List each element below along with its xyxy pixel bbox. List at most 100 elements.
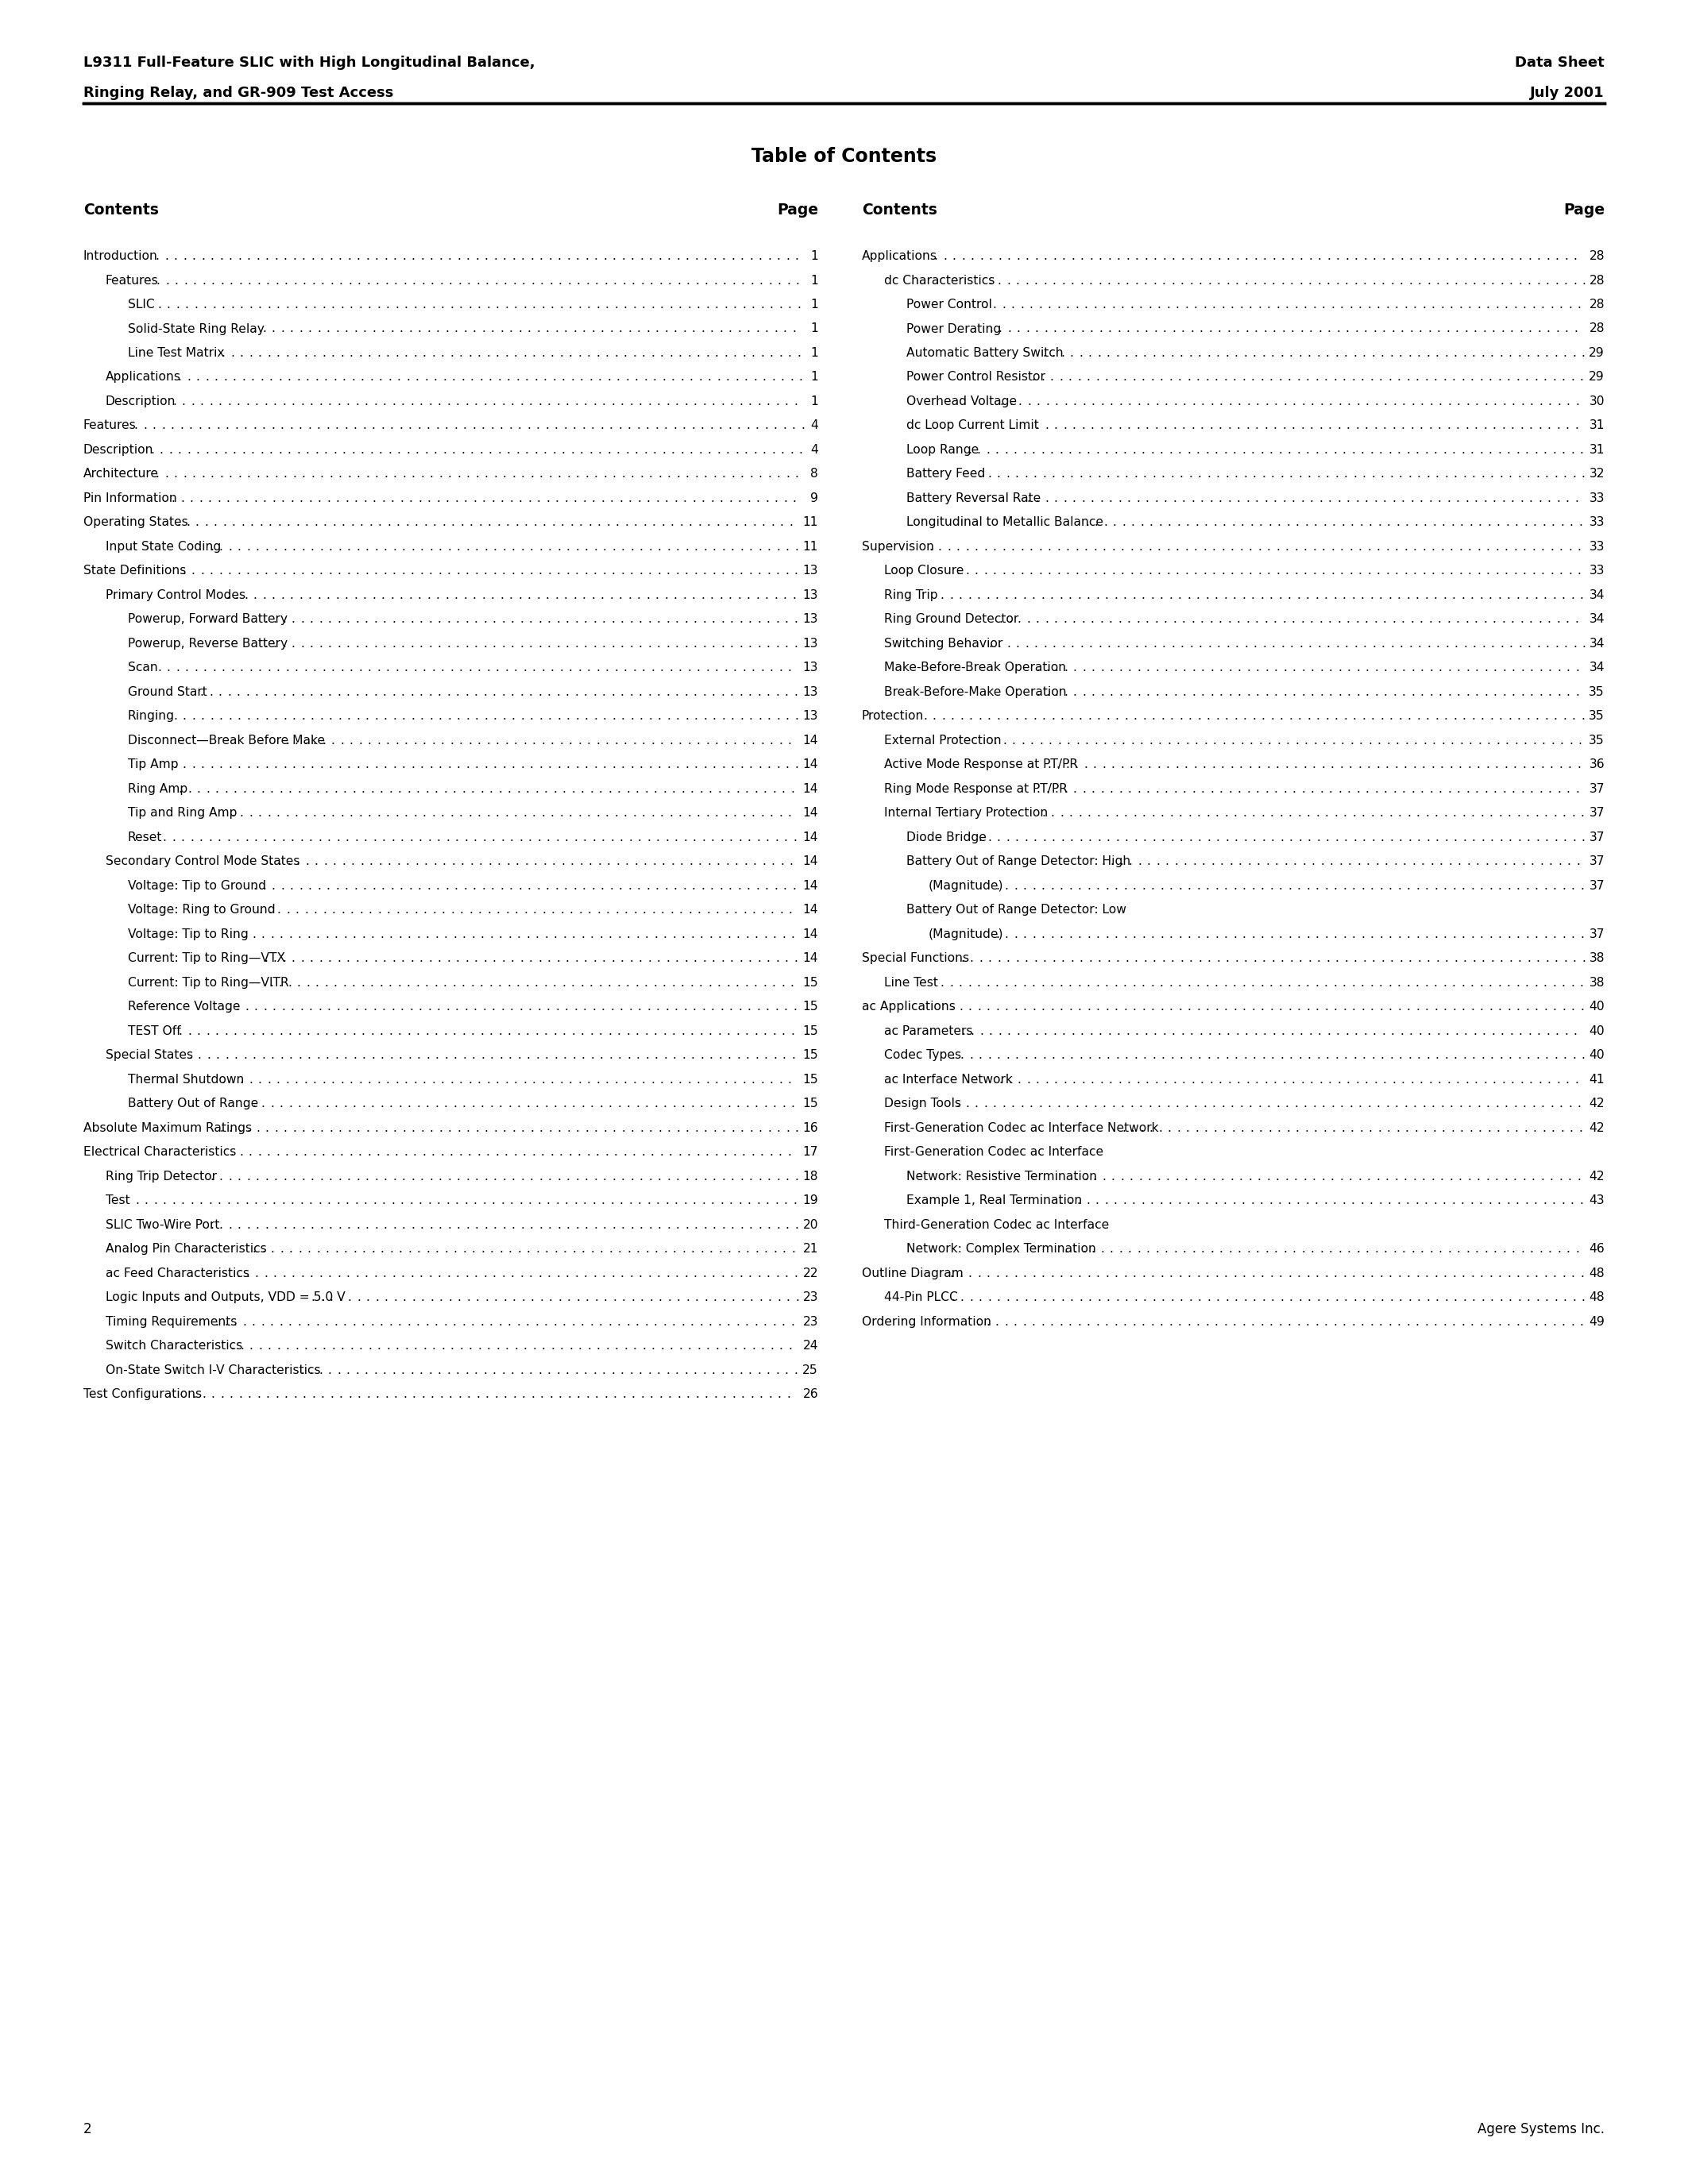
Text: .: .: [513, 347, 518, 358]
Text: .: .: [544, 784, 549, 795]
Text: .: .: [1242, 808, 1246, 819]
Text: .: .: [1492, 419, 1496, 432]
Text: .: .: [1367, 566, 1371, 577]
Text: .: .: [1288, 710, 1293, 723]
Text: .: .: [414, 518, 419, 529]
Text: .: .: [1382, 419, 1386, 432]
Text: .: .: [1057, 1099, 1060, 1109]
Text: .: .: [348, 1291, 351, 1304]
Text: .: .: [971, 251, 974, 262]
Text: .: .: [525, 784, 530, 795]
Text: .: .: [311, 251, 314, 262]
Text: .: .: [501, 614, 505, 625]
Text: .: .: [668, 299, 672, 310]
Text: .: .: [785, 710, 788, 723]
Text: .: .: [1166, 299, 1170, 310]
Text: 41: 41: [1588, 1075, 1605, 1085]
Text: .: .: [1384, 662, 1388, 675]
Text: .: .: [1273, 1075, 1276, 1085]
Text: .: .: [1413, 1099, 1416, 1109]
Text: .: .: [733, 662, 736, 675]
Text: .: .: [692, 1000, 697, 1013]
Text: .: .: [508, 1024, 511, 1037]
Text: .: .: [272, 880, 275, 891]
Text: .: .: [596, 1147, 599, 1158]
Text: .: .: [354, 323, 358, 334]
Text: .: .: [483, 952, 488, 965]
Text: .: .: [1523, 542, 1526, 553]
Text: .: .: [290, 832, 294, 843]
Text: .: .: [501, 832, 505, 843]
Text: .: .: [1097, 710, 1101, 723]
Text: .: .: [699, 1099, 704, 1109]
Text: .: .: [1133, 976, 1136, 989]
Text: .: .: [1431, 734, 1436, 747]
Text: .: .: [1069, 928, 1072, 941]
Text: .: .: [748, 686, 751, 699]
Text: .: .: [729, 952, 734, 965]
Text: .: .: [1330, 299, 1335, 310]
Text: .: .: [446, 880, 449, 891]
Text: .: .: [1347, 784, 1350, 795]
Text: .: .: [657, 952, 660, 965]
Text: .: .: [280, 419, 284, 432]
Text: .: .: [999, 395, 1004, 408]
Text: .: .: [1511, 1243, 1516, 1256]
Text: .: .: [663, 1024, 667, 1037]
Text: .: .: [630, 467, 635, 480]
Text: .: .: [1114, 371, 1117, 382]
Text: Secondary Control Mode States: Secondary Control Mode States: [106, 856, 300, 867]
Text: .: .: [540, 1291, 544, 1304]
Text: .: .: [1438, 686, 1442, 699]
Text: .: .: [630, 952, 633, 965]
Text: .: .: [1146, 1243, 1150, 1256]
Text: .: .: [1447, 395, 1452, 408]
Text: Ring Mode Response at PT/PR: Ring Mode Response at PT/PR: [885, 784, 1067, 795]
Text: .: .: [464, 880, 468, 891]
Text: .: .: [569, 1147, 572, 1158]
Text: .: .: [1246, 491, 1249, 505]
Text: .: .: [1416, 710, 1420, 723]
Text: .: .: [1150, 976, 1155, 989]
Text: .: .: [236, 1171, 241, 1182]
Text: .: .: [606, 904, 609, 915]
Text: .: .: [354, 1195, 358, 1208]
Text: .: .: [1123, 976, 1126, 989]
Text: .: .: [385, 299, 390, 310]
Text: .: .: [1511, 491, 1514, 505]
Text: .: .: [1519, 491, 1524, 505]
Text: .: .: [1371, 832, 1376, 843]
Text: .: .: [1227, 1075, 1231, 1085]
Text: .: .: [439, 710, 442, 723]
Text: .: .: [290, 1267, 295, 1280]
Text: .: .: [1543, 371, 1548, 382]
Text: .: .: [400, 491, 403, 505]
Text: .: .: [1534, 590, 1538, 601]
Text: .: .: [432, 347, 436, 358]
Text: 11: 11: [803, 542, 819, 553]
Text: .: .: [309, 1267, 314, 1280]
Text: .: .: [1381, 275, 1384, 286]
Text: .: .: [1477, 299, 1480, 310]
Text: .: .: [648, 566, 652, 577]
Text: .: .: [1526, 1051, 1529, 1061]
Text: .: .: [1298, 832, 1301, 843]
Text: .: .: [1315, 1000, 1318, 1013]
Text: .: .: [996, 928, 999, 941]
Text: .: .: [322, 904, 326, 915]
Text: .: .: [533, 904, 537, 915]
Text: .: .: [1323, 880, 1328, 891]
Text: .: .: [667, 542, 670, 553]
Text: .: .: [721, 542, 726, 553]
Text: .: .: [1197, 1267, 1200, 1280]
Text: .: .: [1496, 1123, 1501, 1133]
Text: .: .: [778, 275, 782, 286]
Text: .: .: [1580, 1195, 1583, 1208]
Text: .: .: [253, 1243, 257, 1256]
Text: .: .: [1561, 1317, 1565, 1328]
Text: .: .: [977, 1267, 981, 1280]
Text: .: .: [246, 758, 250, 771]
Text: .: .: [1469, 299, 1472, 310]
Text: .: .: [785, 1365, 788, 1376]
Text: .: .: [1200, 784, 1205, 795]
